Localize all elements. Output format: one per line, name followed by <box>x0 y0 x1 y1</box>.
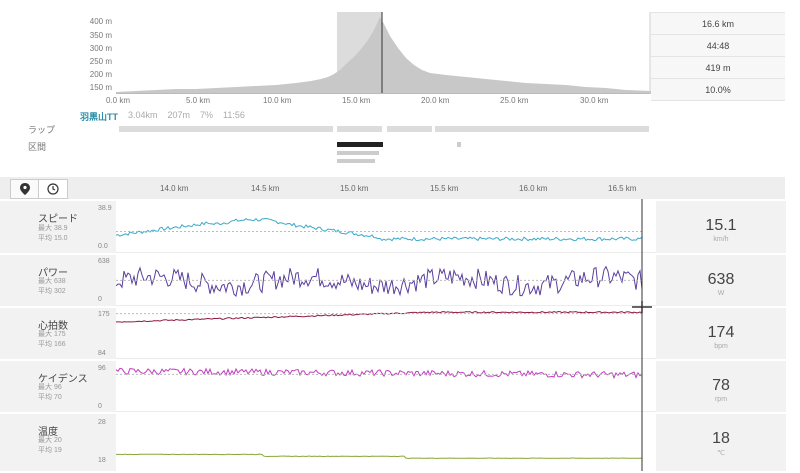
cadence-trace <box>116 367 643 380</box>
power-ymin: 0 <box>98 296 102 303</box>
metric-name: パワー <box>38 268 68 279</box>
value-power: 638 W <box>656 255 786 308</box>
summary-elevation: 419 m <box>651 57 785 79</box>
speed-trace <box>116 217 643 242</box>
metric-plots[interactable] <box>116 199 656 471</box>
lap-bar[interactable] <box>337 126 382 132</box>
segment-bar[interactable] <box>457 142 461 147</box>
summary-grade: 10.0% <box>651 79 785 101</box>
metric-speed-label: スピード 最大 38.9 平均 15.0 <box>0 201 116 255</box>
current-unit: ℃ <box>717 450 725 457</box>
value-speed: 15.1 km/h <box>656 201 786 255</box>
speed-ymax: 38.9 <box>98 205 112 212</box>
value-temp: 18 ℃ <box>656 414 786 473</box>
metric-hr-label: 心拍数 最大 175 平均 166 <box>0 308 116 361</box>
current-value: 15.1 <box>705 217 737 234</box>
power-ymax: 638 <box>98 258 110 265</box>
detail-x-tick: 14.0 km <box>160 184 189 193</box>
current-value: 78 <box>712 377 730 394</box>
metric-avg: 平均 15.0 <box>38 235 68 242</box>
current-value: 18 <box>712 430 730 447</box>
elevation-x-tick: 20.0 km <box>421 96 450 105</box>
elevation-y-tick: 150 m <box>89 83 112 92</box>
lap-bar[interactable] <box>435 126 649 132</box>
lap-bar[interactable] <box>119 126 333 132</box>
temp-trace <box>116 453 643 459</box>
hr-trace <box>116 310 643 323</box>
segment-row-label: 区間 <box>28 142 47 152</box>
current-value: 638 <box>707 271 735 288</box>
elevation-x-tick: 30.0 km <box>580 96 609 105</box>
lap-distance: 3.04km <box>128 110 158 120</box>
metric-cadence-label: ケイデンス 最大 96 平均 70 <box>0 361 116 414</box>
clock-icon <box>47 183 59 195</box>
metric-avg: 平均 302 <box>38 288 66 295</box>
current-unit: rpm <box>714 396 728 403</box>
temp-ymin: 18 <box>98 457 106 464</box>
lap-time: 11:56 <box>223 110 245 120</box>
current-unit: W <box>717 290 725 297</box>
elevation-y-tick: 400 m <box>89 17 112 26</box>
elevation-y-tick: 350 m <box>89 31 112 40</box>
elevation-x-tick: 10.0 km <box>263 96 292 105</box>
value-hr: 174 bpm <box>656 308 786 361</box>
metric-avg: 平均 166 <box>38 341 66 348</box>
lap-bar[interactable] <box>387 126 432 132</box>
clock-button[interactable] <box>38 179 68 199</box>
current-unit: km/h <box>713 236 729 243</box>
selection-summary: 16.6 km 44:48 419 m 10.0% <box>651 12 785 101</box>
elevation-x-tick: 25.0 km <box>500 96 529 105</box>
detail-x-tick: 15.5 km <box>430 184 459 193</box>
cadence-ymin: 0 <box>98 403 102 410</box>
value-cadence: 78 rpm <box>656 361 786 414</box>
hr-ymin: 84 <box>98 350 106 357</box>
lap-row-label: ラップ <box>28 125 56 135</box>
temp-ymax: 28 <box>98 419 106 426</box>
detail-x-tick: 16.5 km <box>608 184 637 193</box>
current-unit: bpm <box>714 343 728 350</box>
elevation-y-tick: 200 m <box>89 70 112 79</box>
metric-max: 最大 638 <box>38 278 66 285</box>
lap-name[interactable]: 羽黒山TT <box>80 112 118 122</box>
map-pin-icon <box>20 183 30 195</box>
segment-bar[interactable] <box>337 159 375 163</box>
elevation-x-tick: 0.0 km <box>106 96 131 105</box>
metric-max: 最大 96 <box>38 384 62 391</box>
cadence-ymax: 96 <box>98 365 106 372</box>
detail-toolbar <box>0 177 785 199</box>
metric-name: スピード <box>38 214 78 225</box>
elevation-y-tick: 300 m <box>89 44 112 53</box>
metric-temp-label: 温度 最大 20 平均 19 <box>0 414 116 473</box>
elevation-x-tick: 5.0 km <box>186 96 211 105</box>
elevation-y-tick: 250 m <box>89 57 112 66</box>
metric-max: 最大 38.9 <box>38 225 68 232</box>
detail-x-tick: 14.5 km <box>251 184 280 193</box>
segment-bar[interactable] <box>337 151 379 155</box>
detail-x-tick: 15.0 km <box>340 184 369 193</box>
metric-name: 温度 <box>38 427 58 438</box>
metric-avg: 平均 19 <box>38 447 62 454</box>
speed-ymin: 0.0 <box>98 243 108 250</box>
metric-name: ケイデンス <box>38 374 88 385</box>
lap-gain: 207m <box>167 110 191 120</box>
current-value: 174 <box>707 324 735 341</box>
segment-bar-selected[interactable] <box>337 142 383 147</box>
power-trace <box>116 265 643 297</box>
metric-name: 心拍数 <box>38 321 68 332</box>
summary-time: 44:48 <box>651 35 785 57</box>
metric-avg: 平均 70 <box>38 394 62 401</box>
summary-distance: 16.6 km <box>651 13 785 35</box>
metric-power-label: パワー 最大 638 平均 302 <box>0 255 116 308</box>
lap-info[interactable]: 羽黒山TT 3.04km 207m 7% 11:56 <box>80 110 245 123</box>
metric-max: 最大 175 <box>38 331 66 338</box>
detail-x-tick: 16.0 km <box>519 184 548 193</box>
elevation-x-tick: 15.0 km <box>342 96 371 105</box>
lap-grade: 7% <box>200 110 214 120</box>
hr-ymax: 175 <box>98 311 110 318</box>
map-pin-button[interactable] <box>10 179 40 199</box>
metric-max: 最大 20 <box>38 437 62 444</box>
elevation-profile[interactable] <box>116 12 652 94</box>
